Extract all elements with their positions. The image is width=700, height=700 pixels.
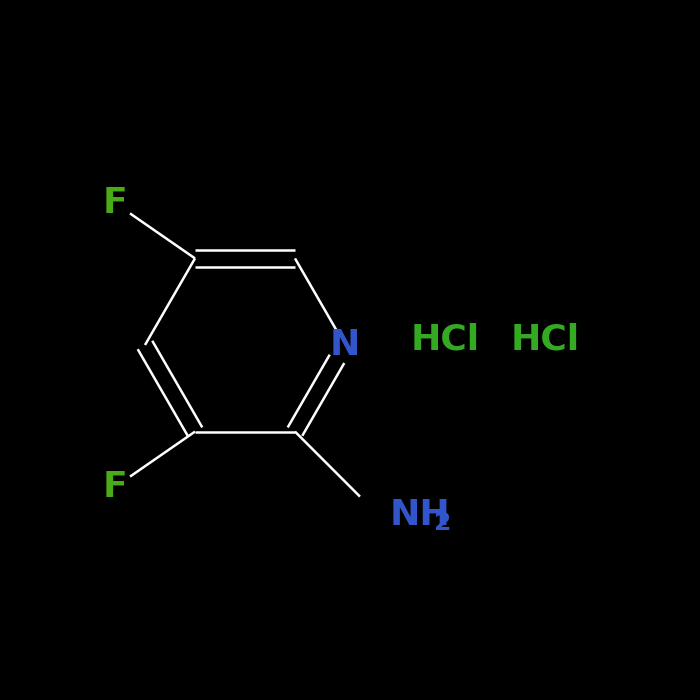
Text: HCl: HCl	[410, 323, 480, 357]
Text: 2: 2	[434, 510, 452, 535]
Text: HCl: HCl	[510, 323, 580, 357]
Text: NH: NH	[390, 498, 451, 531]
Text: F: F	[103, 186, 127, 220]
Text: F: F	[103, 470, 127, 503]
Text: N: N	[330, 328, 360, 362]
